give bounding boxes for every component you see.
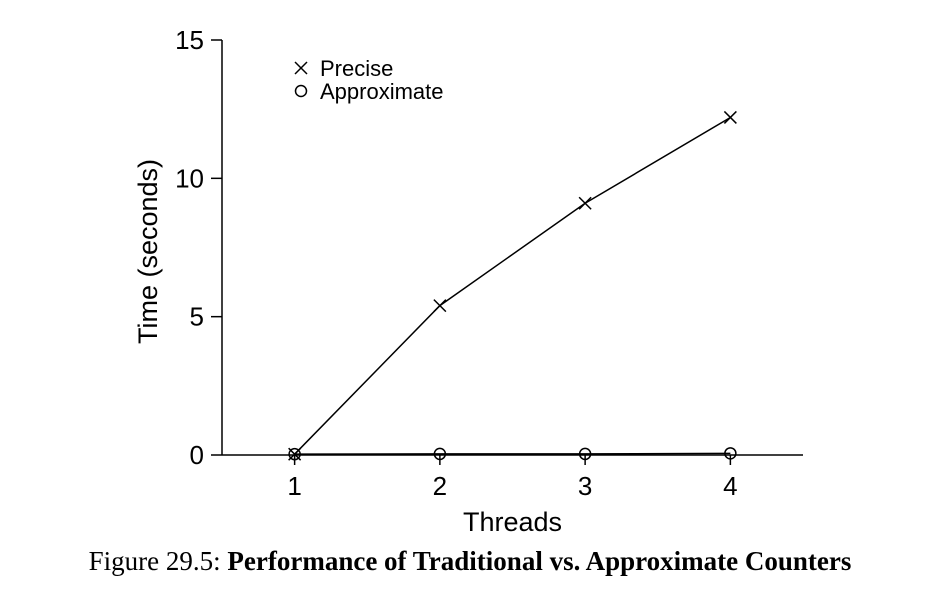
y-axis-label: Time (seconds) <box>133 159 163 344</box>
point-precise-4 <box>723 110 737 124</box>
series-approximate <box>288 447 737 461</box>
y-ticks: 0 5 10 15 <box>175 25 222 470</box>
series-layer <box>288 110 737 461</box>
figure-caption: Figure 29.5: Performance of Traditional … <box>0 546 940 577</box>
x-ticks: 1 2 3 4 <box>287 455 738 501</box>
x-tick-label-3: 3 <box>578 471 592 501</box>
point-approximate-1 <box>288 447 301 461</box>
axes <box>221 40 803 456</box>
point-approximate-4 <box>724 447 737 460</box>
caption-title: Performance of Traditional vs. Approxima… <box>227 546 852 576</box>
chart: 0 5 10 15 1 2 3 4 Time (seconds) Threads Preci… <box>133 25 803 537</box>
x-tick-label-1: 1 <box>287 471 301 501</box>
series-line-precise <box>294 116 731 455</box>
series-line-approximate <box>294 452 731 455</box>
legend-label-precise: Precise <box>320 56 393 81</box>
point-approximate-3 <box>578 447 592 461</box>
legend-marker-approximate <box>294 84 308 98</box>
y-tick-label-5: 5 <box>190 302 204 332</box>
y-tick-label-10: 10 <box>175 163 204 193</box>
x-tick-label-2: 2 <box>433 471 447 501</box>
point-precise-2 <box>433 299 447 313</box>
series-precise <box>288 110 737 461</box>
x-tick-label-4: 4 <box>723 471 737 501</box>
x-axis-label: Threads <box>463 507 562 537</box>
y-tick-label-0: 0 <box>190 440 204 470</box>
point-precise-3 <box>578 196 592 210</box>
y-tick-label-15: 15 <box>175 25 204 55</box>
legend-label-approximate: Approximate <box>320 79 444 104</box>
legend-marker-precise <box>294 61 308 75</box>
point-approximate-2 <box>433 447 447 461</box>
caption-prefix: Figure 29.5: <box>88 546 228 576</box>
